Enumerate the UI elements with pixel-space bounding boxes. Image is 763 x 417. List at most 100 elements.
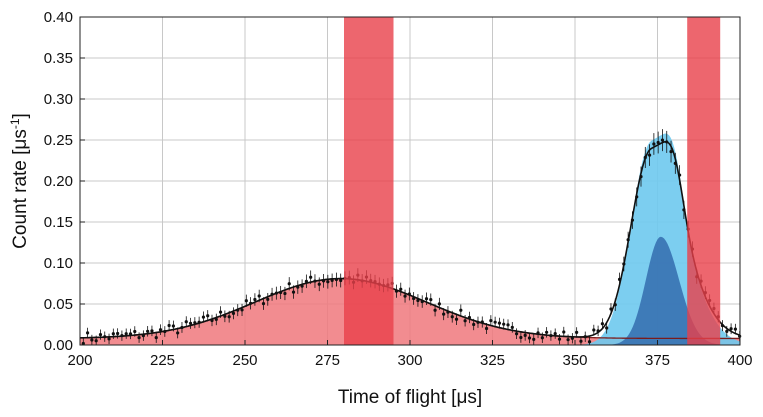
- data-point: [729, 327, 733, 331]
- x-tick-label: 275: [315, 352, 340, 369]
- broad-component-area: [80, 278, 740, 345]
- data-point: [90, 338, 94, 342]
- data-point: [463, 319, 467, 323]
- data-point: [656, 140, 660, 145]
- data-point: [403, 294, 407, 298]
- data-point: [103, 335, 107, 339]
- data-point: [600, 322, 604, 326]
- data-point: [553, 332, 557, 336]
- data-point: [622, 262, 626, 266]
- data-point: [540, 336, 544, 340]
- data-point: [291, 290, 296, 294]
- data-point: [433, 308, 437, 312]
- data-point: [150, 329, 154, 333]
- data-point: [313, 279, 317, 283]
- excluded-region: [687, 17, 721, 345]
- data-point: [399, 287, 403, 291]
- x-tick-label: 200: [67, 352, 92, 369]
- x-axis-ticks: 200 225 250 275 300 325 350 375 400: [67, 340, 753, 369]
- data-point: [227, 315, 231, 319]
- data-point: [261, 301, 266, 306]
- x-axis-title: Time of flight [μs]: [338, 387, 482, 408]
- data-point: [484, 326, 489, 331]
- data-point: [206, 314, 210, 318]
- data-point: [133, 329, 137, 334]
- data-point: [549, 333, 553, 338]
- data-point: [334, 277, 339, 282]
- data-point: [244, 299, 248, 303]
- y-tick-label: 0.15: [44, 214, 73, 231]
- data-point: [279, 290, 283, 295]
- data-point: [201, 315, 206, 319]
- data-point: [326, 280, 330, 284]
- data-point: [617, 277, 622, 282]
- data-point: [583, 335, 587, 339]
- data-point: [124, 332, 128, 336]
- data-point: [669, 150, 673, 154]
- data-point: [575, 330, 579, 334]
- data-point: [167, 323, 171, 328]
- data-point: [300, 284, 304, 288]
- data-point: [223, 314, 227, 318]
- data-point: [493, 320, 497, 324]
- x-tick-label: 225: [150, 352, 175, 369]
- data-point: [218, 310, 223, 314]
- data-point: [476, 320, 480, 324]
- data-point: [596, 329, 600, 333]
- data-point: [613, 303, 617, 307]
- data-point: [154, 336, 158, 340]
- data-point: [532, 337, 536, 341]
- data-point: [81, 341, 85, 346]
- data-point: [557, 337, 562, 341]
- data-point: [266, 297, 270, 301]
- data-point: [519, 335, 523, 340]
- data-point: [287, 282, 291, 286]
- data-point: [253, 297, 257, 302]
- data-point: [420, 299, 424, 304]
- data-point: [330, 278, 334, 283]
- data-point: [733, 327, 737, 331]
- y-tick-label: 0.10: [44, 255, 73, 272]
- data-point: [193, 321, 197, 325]
- data-point: [141, 334, 145, 338]
- data-point: [339, 278, 343, 283]
- data-point: [321, 279, 326, 283]
- data-point: [270, 292, 274, 296]
- data-point: [562, 330, 566, 334]
- data-point: [536, 331, 540, 335]
- y-tick-label: 0.05: [44, 296, 73, 313]
- x-tick-label: 300: [397, 352, 422, 369]
- y-axis-title-main: Count rate [μs: [10, 129, 31, 249]
- data-point: [317, 282, 321, 286]
- x-tick-label: 250: [232, 352, 257, 369]
- excluded-region: [344, 17, 394, 345]
- data-point: [304, 279, 308, 283]
- data-point: [214, 317, 218, 322]
- x-tick-label: 350: [562, 352, 587, 369]
- data-point: [605, 326, 609, 330]
- data-point: [725, 329, 729, 333]
- y-tick-label: 0.25: [44, 132, 73, 149]
- data-point: [429, 298, 433, 302]
- data-point: [249, 301, 253, 305]
- data-point: [647, 153, 652, 157]
- data-point: [497, 321, 502, 325]
- data-point: [643, 155, 647, 160]
- data-point: [210, 318, 214, 323]
- data-point: [502, 322, 506, 326]
- data-point: [682, 208, 686, 212]
- data-point: [454, 317, 459, 321]
- data-point: [407, 292, 411, 296]
- data-point: [480, 320, 484, 324]
- data-point: [394, 289, 399, 293]
- data-point: [510, 325, 514, 329]
- data-point: [566, 338, 570, 342]
- data-point: [678, 173, 682, 177]
- excluded-regions: [344, 17, 721, 345]
- y-axis-ticks: 0.00 0.05 0.10 0.15 0.20 0.25 0.30 0.35 0.40: [44, 9, 85, 354]
- data-point: [665, 140, 669, 144]
- data-point: [416, 298, 420, 303]
- data-point: [85, 331, 90, 335]
- y-tick-label: 0.40: [44, 9, 73, 26]
